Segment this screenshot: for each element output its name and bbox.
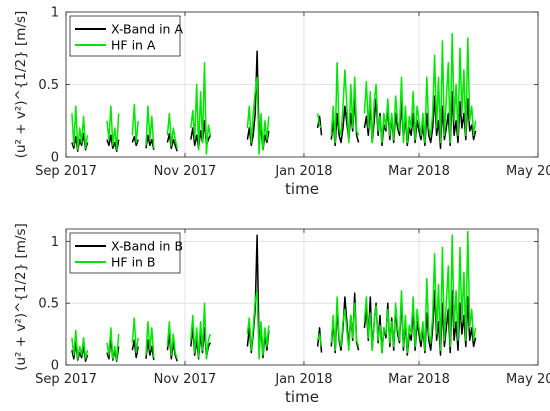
y-axis-label: (u² + v²)^{1/2} [m/s] xyxy=(13,223,29,371)
legend: X-Band in BHF in B xyxy=(69,232,183,274)
y-axis-label: (u² + v²)^{1/2} [m/s] xyxy=(13,11,29,159)
x-tick-label-0: Sep 2017 xyxy=(35,372,97,387)
tick-marks xyxy=(65,11,539,158)
y-tick-label-1: 0.5 xyxy=(38,78,59,93)
legend-label-0: X-Band in B xyxy=(111,239,183,254)
x-axis-label: time xyxy=(285,180,319,198)
legend-box xyxy=(69,232,181,274)
y-tick-label-2: 1 xyxy=(51,235,59,250)
x-tick-label-1: Nov 2017 xyxy=(154,164,217,179)
x-tick-label-3: Mar 2018 xyxy=(388,164,450,179)
x-axis-label: time xyxy=(285,388,319,406)
legend-label-1: HF in A xyxy=(111,38,156,53)
x-tick-label-2: Jan 2018 xyxy=(274,164,332,179)
axes-box xyxy=(65,228,539,366)
series-line-hf xyxy=(71,230,477,361)
series-line-hf xyxy=(71,33,477,155)
legend-label-1: HF in B xyxy=(111,255,156,270)
subplot-2: Sep 2017 Nov 2017 Jan 2018 Mar 2018 May 2018… xyxy=(13,223,550,406)
y-tick-label-0: 0 xyxy=(51,151,59,166)
x-tick-label-3: Mar 2018 xyxy=(388,372,450,387)
x-tick-label-2: Jan 2018 xyxy=(274,372,332,387)
legend-box xyxy=(69,15,181,57)
x-tick-label-0: Sep 2017 xyxy=(35,164,97,179)
tick-marks xyxy=(65,229,539,366)
x-tick-label-4: May 2018 xyxy=(506,164,550,179)
x-tick-label-4: May 2018 xyxy=(506,372,550,387)
legend-label-0: X-Band in A xyxy=(111,22,183,37)
y-tick-label-2: 1 xyxy=(51,6,59,21)
y-tick-label-0: 0 xyxy=(51,359,59,374)
y-tick-label-1: 0.5 xyxy=(38,297,59,312)
subplot-1: Sep 2017 Nov 2017 Jan 2018 Mar 2018 May 2018… xyxy=(13,6,550,199)
legend: X-Band in AHF in A xyxy=(69,15,183,57)
x-tick-label-1: Nov 2017 xyxy=(154,372,217,387)
